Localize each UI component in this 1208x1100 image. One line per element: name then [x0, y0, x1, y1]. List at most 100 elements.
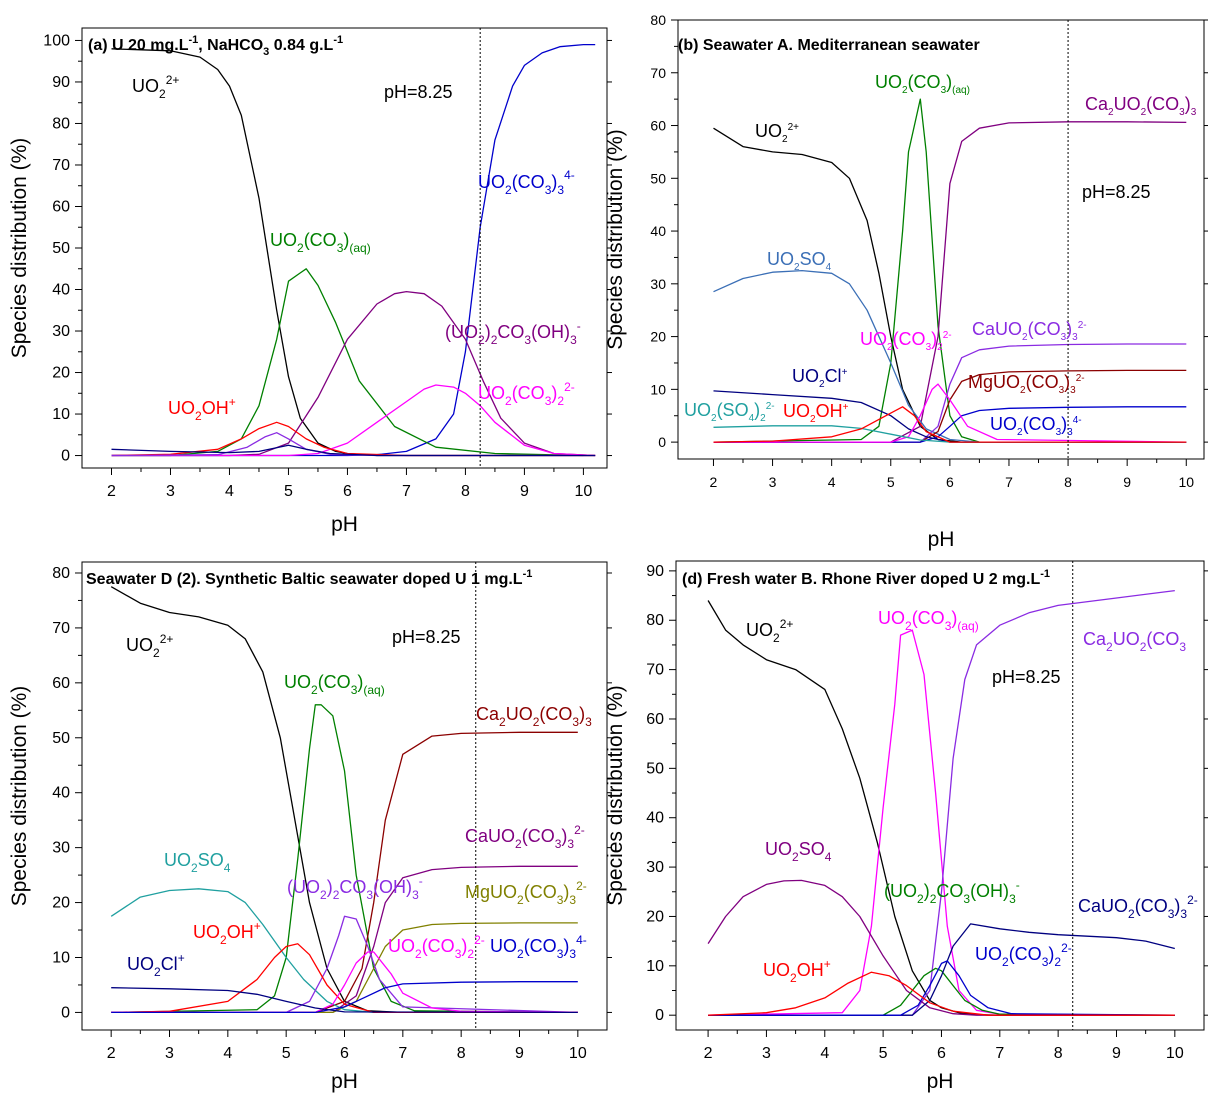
panel-d-label-uo2so4: UO2SO4 — [765, 839, 832, 864]
panel-d-x-tick-label: 9 — [1112, 1045, 1121, 1062]
panel-c-label-uo2cl: UO2Cl+ — [127, 951, 185, 979]
panel-c-y-tick-label: 20 — [52, 895, 70, 912]
panel-a-x-tick-label: 2 — [107, 483, 116, 500]
panel-a-label-uo2co3-2: UO2(CO3)22- — [478, 380, 575, 408]
panel-a-y-tick-label: 90 — [52, 74, 70, 91]
panel-a-x-tick-label: 6 — [343, 483, 352, 500]
panel-b-series-line-10 — [713, 425, 1187, 443]
panel-b-annotations: (b) Seawater A. Mediterranean seawater p… — [678, 37, 1197, 438]
panel-b-label-uo2so42: UO2(SO4)22- — [684, 400, 775, 424]
panel-a-y-tick-label: 50 — [52, 240, 70, 257]
panel-c-series-line-6 — [110, 888, 578, 1014]
panel-a-label-uo2co3-3: UO2(CO3)34- — [478, 168, 575, 197]
panel-b-y-tick-label: 0 — [658, 434, 666, 450]
panel-c-x-tick-label: 4 — [223, 1045, 232, 1062]
panel-c-label-uo2co3-aq: UO2(CO3)(aq) — [284, 672, 385, 697]
panel-a-x-tick-label: 9 — [520, 483, 529, 500]
panel-a-y-tick-label: 80 — [52, 115, 70, 132]
panel-c-label-cauo2co3: CaUO2(CO3)32- — [465, 823, 585, 851]
panel-b-frame — [677, 19, 1205, 460]
panel-d-x-tick-label: 7 — [995, 1045, 1004, 1062]
panel-b-y-tick-label: 30 — [650, 276, 666, 292]
panel-d-x-tick-label: 5 — [879, 1045, 888, 1062]
panel-a-series-line-6 — [111, 421, 596, 457]
panel-b-y-tick-label: 70 — [650, 65, 666, 81]
panel-c-y-axis-title: Species distribution (%) — [8, 686, 31, 907]
panel-b-y-tick-label: 60 — [650, 118, 666, 134]
panel-b-label-uo2cl: UO2Cl+ — [792, 366, 848, 390]
panel-b-x-tick-label: 3 — [769, 474, 777, 490]
panel-c-label-uo2co3-3: UO2(CO3)34- — [490, 933, 587, 961]
panel-c-x-tick-label: 10 — [569, 1045, 587, 1062]
panel-b-x-tick-label: 6 — [946, 474, 954, 490]
panel-a-x-tick-label: 10 — [575, 483, 593, 500]
panel-a-x-tick-label: 4 — [225, 483, 234, 500]
panel-c-y-tick-label: 80 — [52, 565, 70, 582]
panel-c-label-uo2so4: UO2SO4 — [164, 850, 231, 875]
panel-a-x-tick-label: 5 — [284, 483, 293, 500]
panel-d-x-tick-label: 4 — [820, 1045, 829, 1062]
panel-b-chart: 2 3 4 5 6 7 8 9 10 0 10 20 30 40 50 60 70 80 pH Species dis… — [604, 12, 1208, 551]
panel-a-y-tick-label: 60 — [52, 198, 70, 215]
panel-c-x-axis-title: pH — [331, 1070, 358, 1093]
panel-d-y-tick-label: 60 — [646, 711, 664, 728]
panel-c-y-tick-label: 60 — [52, 675, 70, 692]
panel-c-ph-label: pH=8.25 — [392, 627, 461, 647]
panel-b-x-axis-title: pH — [928, 528, 955, 551]
panel-b-label-uo2so4: UO2SO4 — [767, 249, 832, 273]
panel-d-x-axis-title: pH — [927, 1070, 954, 1093]
panel-d-y-tick-label: 40 — [646, 810, 664, 827]
panel-b-label-mguo2co3: MgUO2(CO3)32- — [968, 372, 1085, 396]
panel-a-y-tick-label: 40 — [52, 282, 70, 299]
panel-a-y-tick-label: 100 — [43, 32, 70, 49]
panel-b-title: (b) Seawater A. Mediterranean seawater — [678, 37, 980, 54]
panel-b-series-line-11 — [713, 406, 1187, 443]
panel-d-y-tick-label: 70 — [646, 662, 664, 679]
panel-b-x-tick-label: 9 — [1123, 474, 1131, 490]
panel-a-x-axis-title: pH — [331, 513, 358, 536]
panel-d-y-tick-label: 0 — [655, 1007, 664, 1024]
panel-a-series-line-4 — [111, 290, 596, 457]
panel-d-title: (d) Fresh water B. Rhone River doped U 2… — [682, 568, 1050, 588]
panel-d-y-axis-title: Species distribution (%) — [604, 685, 627, 906]
panel-a-y-tick-label: 10 — [52, 406, 70, 423]
panel-c-y-tick-label: 30 — [52, 840, 70, 857]
panel-c-x-tick-label: 2 — [107, 1045, 116, 1062]
panel-c-annotations: Seawater D (2). Synthetic Baltic seawate… — [86, 568, 592, 979]
panel-d-frame — [675, 560, 1205, 1031]
panel-a-series-line-5 — [111, 384, 596, 457]
panel-b-y-tick-label: 50 — [650, 170, 666, 186]
panel-d-x-tick-label: 6 — [937, 1045, 946, 1062]
panel-d-series-line-2 — [708, 629, 1175, 1016]
panel-c-series-line-1 — [110, 586, 578, 1014]
panel-c-title: Seawater D (2). Synthetic Baltic seawate… — [86, 568, 532, 588]
panel-b-y-tick-label: 80 — [650, 12, 666, 28]
panel-b-series-line-3 — [713, 121, 1187, 443]
panel-d-series-line-3 — [708, 589, 1175, 1016]
panel-d-series-line-7 — [708, 960, 1175, 1016]
panel-d-y-tick-label: 20 — [646, 908, 664, 925]
panel-a-label-uo2co3-aq: UO2(CO3)(aq) — [270, 230, 371, 255]
panel-c-x-tick-label: 7 — [398, 1045, 407, 1062]
panel-a-y-tick-label: 70 — [52, 157, 70, 174]
panel-a-label-dimer: (UO2)2CO3(OH)3- — [445, 319, 581, 347]
panel-b-x-tick-label: 2 — [710, 474, 718, 490]
panel-c-label-mguo2co3: MgUO2(CO3)32- — [465, 879, 587, 907]
panel-d-annotations: (d) Fresh water B. Rhone River doped U 2… — [682, 568, 1198, 985]
panel-b-y-tick-label: 20 — [650, 329, 666, 345]
panel-d-x-tick-label: 10 — [1166, 1045, 1184, 1062]
panel-a-x-tick-label: 7 — [402, 483, 411, 500]
panel-c-x-tick-label: 5 — [282, 1045, 291, 1062]
panel-b-label-uo2oh: UO2OH+ — [783, 401, 849, 425]
panel-c-x-tick-label: 6 — [340, 1045, 349, 1062]
panel-b-label-uo2co3-3: UO2(CO3)34- — [990, 414, 1082, 438]
panel-d-series-line-4 — [707, 879, 1175, 1016]
panel-c-chart: 2 3 4 5 6 7 8 9 10 0 10 20 30 40 50 60 70 80 pH Species dis… — [8, 561, 612, 1093]
panel-b-series-line-4 — [713, 269, 1187, 443]
panel-d-label-uo2oh: UO2OH+ — [763, 957, 831, 985]
panel-c-x-tick-label: 9 — [515, 1045, 524, 1062]
panel-a-x-tick-label: 8 — [461, 483, 470, 500]
panel-b-ph-label: pH=8.25 — [1082, 182, 1151, 202]
panel-c-label-uo2oh: UO2OH+ — [193, 919, 261, 947]
panel-a-annotations: (a) U 20 mg.L-1, NaHCO3 0.84 g.L-1 pH=8.… — [88, 34, 581, 423]
